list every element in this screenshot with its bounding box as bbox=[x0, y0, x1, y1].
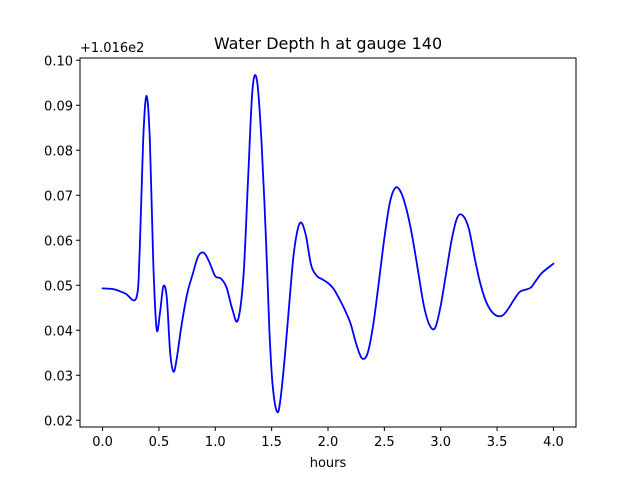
y-tick-label: 0.02 bbox=[44, 414, 73, 429]
y-tick-label: 0.08 bbox=[44, 144, 73, 159]
axis-ticks: 0.0 0.5 1.0 1.5 2.0 2.5 3.0 3.5 4.0 0.02 0.03 0.04 0… bbox=[44, 54, 564, 450]
x-tick-label: 3.5 bbox=[487, 435, 508, 450]
x-tick-label: 2.0 bbox=[318, 435, 339, 450]
y-tick-label: 0.07 bbox=[44, 189, 73, 204]
x-tick-label: 2.5 bbox=[374, 435, 395, 450]
x-tick-label: 4.0 bbox=[543, 435, 564, 450]
y-tick-label: 0.03 bbox=[44, 369, 73, 384]
y-tick-label: 0.10 bbox=[44, 54, 73, 69]
y-tick-label: 0.05 bbox=[44, 279, 73, 294]
x-tick-label: 0.0 bbox=[92, 435, 113, 450]
y-tick-label: 0.04 bbox=[44, 324, 73, 339]
x-tick-label: 3.0 bbox=[430, 435, 451, 450]
plot-area-frame bbox=[79, 57, 577, 428]
series-line bbox=[101, 74, 555, 414]
y-tick-label: 0.06 bbox=[44, 234, 73, 249]
x-tick-label: 1.0 bbox=[205, 435, 226, 450]
chart-title: Water Depth h at gauge 140 bbox=[214, 34, 442, 53]
y-offset-label: +1.016e2 bbox=[80, 41, 144, 56]
x-tick-label: 1.5 bbox=[261, 435, 282, 450]
x-axis-label: hours bbox=[310, 456, 347, 471]
x-tick-label: 0.5 bbox=[149, 435, 170, 450]
y-tick-label: 0.09 bbox=[44, 99, 73, 114]
